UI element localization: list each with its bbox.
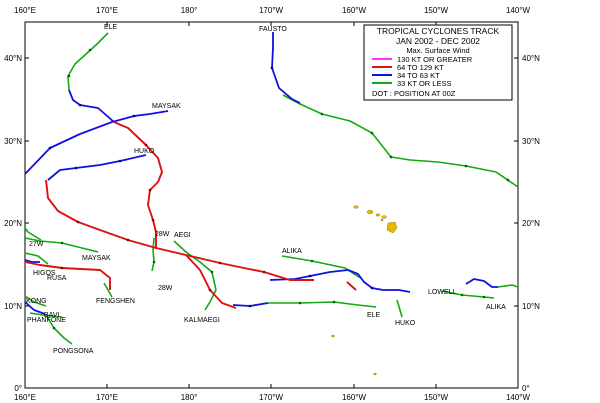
- legend-box: [363, 24, 513, 101]
- track-fengshen-tail: [103, 282, 113, 298]
- track-central-blue: [269, 269, 411, 293]
- track-higos-ruga: [24, 261, 111, 290]
- x-tick-top-140w: 140°W: [506, 6, 531, 15]
- label-28w-top: 28W: [155, 231, 170, 238]
- track-left-blue: [24, 301, 46, 315]
- y-tick-right-20n: 20°N: [522, 219, 540, 228]
- y-tick-right-0: 0°: [522, 384, 530, 393]
- track-left-stub: [24, 252, 49, 265]
- x-tick-top-150w: 150°W: [424, 6, 449, 15]
- label-alika-right: ALIKA: [486, 304, 506, 311]
- y-tick-left-10n: 10°N: [4, 302, 22, 311]
- label-ele-top: ELE: [104, 24, 118, 31]
- label-bavi: BAVI: [44, 312, 59, 319]
- label-kalmaegi: KALMAEGI: [184, 317, 220, 324]
- label-28w-bottom: 28W: [158, 285, 173, 292]
- legend-title: TROPICAL CYCLONES TRACK: [377, 26, 500, 36]
- position-dots-red: [60, 143, 266, 292]
- track-huko-south: [396, 299, 403, 318]
- track-lowell-blue: [465, 278, 498, 288]
- label-27w: 27W: [29, 241, 44, 248]
- y-tick-left-40n: 40°N: [4, 54, 22, 63]
- y-tick-left-30n: 30°N: [4, 137, 22, 146]
- label-ele-bottom: ELE: [367, 312, 381, 319]
- x-tick-bottom-150w: 150°W: [424, 393, 449, 402]
- y-tick-right-10n: 10°N: [522, 302, 540, 311]
- legend: TROPICAL CYCLONES TRACK JAN 2002 - DEC 2…: [363, 24, 513, 101]
- position-dots: [52, 48, 510, 330]
- track-aegi: [173, 240, 217, 291]
- label-maysak-top: MAYSAK: [152, 103, 181, 110]
- y-tick-left-20n: 20°N: [4, 219, 22, 228]
- y-tick-right-30n: 30°N: [522, 137, 540, 146]
- label-ruga: RUSA: [47, 275, 67, 282]
- label-huko-bottom: HUKO: [395, 320, 416, 327]
- position-dots-blue: [48, 66, 374, 308]
- label-fengshen: FENGSHEN: [96, 298, 135, 305]
- small-islands: [331, 334, 377, 376]
- track-pongsona: [45, 314, 73, 345]
- legend-label-le33: 33 KT OR LESS: [397, 79, 451, 88]
- track-left-blue-2: [24, 259, 40, 263]
- hawaii-islands: [353, 205, 398, 234]
- legend-label-ge34: 34 TO 63 KT: [397, 71, 440, 80]
- tick-marks: [25, 22, 518, 388]
- track-bavi: [29, 312, 63, 318]
- track-alika-east-end: [497, 284, 519, 288]
- x-tick-top-180: 180°: [181, 6, 198, 15]
- track-central-red: [346, 281, 357, 291]
- label-phanfone: PHANFONE: [27, 317, 66, 324]
- x-tick-bottom-140w: 140°W: [506, 393, 531, 402]
- label-huko-top: HUKO: [134, 148, 155, 155]
- y-tick-right-40n: 40°N: [522, 54, 540, 63]
- track-alika-east: [281, 255, 363, 280]
- label-pongsona: PONGSONA: [53, 348, 94, 355]
- x-tick-bottom-160w: 160°W: [342, 393, 367, 402]
- legend-subtitle: Max. Surface Wind: [406, 46, 469, 55]
- legend-label-ge130: 130 KT OR GREATER: [397, 55, 473, 64]
- legend-period: JAN 2002 - DEC 2002: [396, 36, 480, 46]
- x-tick-top-170e: 170°E: [96, 6, 118, 15]
- x-tick-bottom-170e: 170°E: [96, 393, 118, 402]
- track-lowell-tail: [441, 290, 495, 299]
- x-tick-bottom-160e: 160°E: [14, 393, 36, 402]
- label-fausto: FAUSTO: [259, 26, 287, 33]
- label-alika-mid: ALIKA: [282, 248, 302, 255]
- x-tick-top-160w: 160°W: [342, 6, 367, 15]
- track-25-to-41: [24, 227, 42, 241]
- track-kong: [24, 295, 47, 307]
- label-kong: KONG: [26, 298, 47, 305]
- label-aegi: AEGI: [174, 232, 191, 239]
- label-lowell: LOWELL: [428, 289, 457, 296]
- label-higos: HIGOS: [33, 270, 56, 277]
- x-tick-bottom-180: 180°: [181, 393, 198, 402]
- track-27w: [24, 237, 99, 253]
- label-maysak-mid: MAYSAK: [82, 255, 111, 262]
- track-28w: [151, 237, 155, 272]
- tracks-blue: [24, 32, 498, 315]
- y-tick-left-0: 0°: [14, 384, 22, 393]
- track-huko-main: [113, 121, 163, 248]
- track-ele-north: [67, 32, 109, 91]
- legend-label-ge64: 64 TO 129 KT: [397, 63, 444, 72]
- x-tick-bottom-170w: 170°W: [259, 393, 284, 402]
- x-tick-top-170w: 170°W: [259, 6, 284, 15]
- track-huko-west: [47, 154, 147, 181]
- legend-note: DOT : POSITION AT 00Z: [372, 89, 456, 98]
- x-tick-top-160e: 160°E: [14, 6, 36, 15]
- track-fausto-north: [271, 32, 301, 104]
